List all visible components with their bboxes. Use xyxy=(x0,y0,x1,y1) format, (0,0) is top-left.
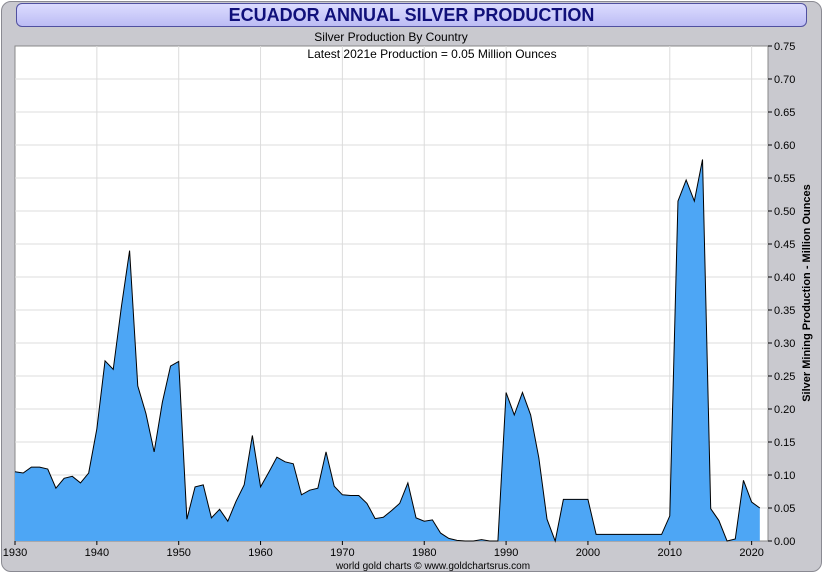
y-tick-label: 0.70 xyxy=(774,74,795,86)
y-tick-label: 0.60 xyxy=(774,140,795,152)
x-tick-label: 2000 xyxy=(576,547,600,559)
series-area xyxy=(15,159,760,541)
x-tick-label: 1970 xyxy=(330,547,354,559)
y-tick-label: 0.55 xyxy=(774,173,795,185)
x-tick-label: 1940 xyxy=(85,547,109,559)
y-axis: 0.00 0.05 0.10 0.15 0.20 0.25 0.30 0.35 0.40 0.45… xyxy=(768,41,795,548)
x-axis: 1930 1940 1950 1960 1970 1980 1990 2000 2010 2020 xyxy=(3,541,764,559)
y-tick-label: 0.35 xyxy=(774,305,795,317)
y-tick-label: 0.00 xyxy=(774,536,795,548)
y-tick-label: 0.30 xyxy=(774,338,795,350)
chart-title: ECUADOR ANNUAL SILVER PRODUCTION xyxy=(228,5,595,25)
y-tick-label: 0.25 xyxy=(774,371,795,383)
y-tick-label: 0.10 xyxy=(774,470,795,482)
y-tick-label: 0.65 xyxy=(774,107,795,119)
chart-subtitle: Silver Production By Country xyxy=(314,30,467,44)
x-tick-label: 2010 xyxy=(658,547,682,559)
chart-title-bar: ECUADOR ANNUAL SILVER PRODUCTION xyxy=(16,3,807,27)
y-tick-label: 0.40 xyxy=(774,272,795,284)
y-tick-label: 0.50 xyxy=(774,206,795,218)
x-tick-label: 1980 xyxy=(412,547,436,559)
y-tick-label: 0.45 xyxy=(774,239,795,251)
series-line xyxy=(14,159,761,543)
y-tick-label: 0.20 xyxy=(774,404,795,416)
x-tick-label: 2020 xyxy=(739,547,763,559)
y-tick-label: 0.15 xyxy=(774,437,795,449)
x-tick-label: 1960 xyxy=(248,547,272,559)
chart-footer: world gold charts © www.goldchartsrus.co… xyxy=(335,561,530,572)
y-axis-label: Silver Mining Production - Million Ounce… xyxy=(801,184,813,402)
x-tick-label: 1950 xyxy=(166,547,190,559)
x-tick-label: 1990 xyxy=(494,547,518,559)
y-tick-label: 0.75 xyxy=(774,41,795,53)
x-tick-label: 1930 xyxy=(3,547,27,559)
chart-annotation: Latest 2021e Production = 0.05 Million O… xyxy=(307,47,556,61)
y-tick-label: 0.05 xyxy=(774,503,795,515)
